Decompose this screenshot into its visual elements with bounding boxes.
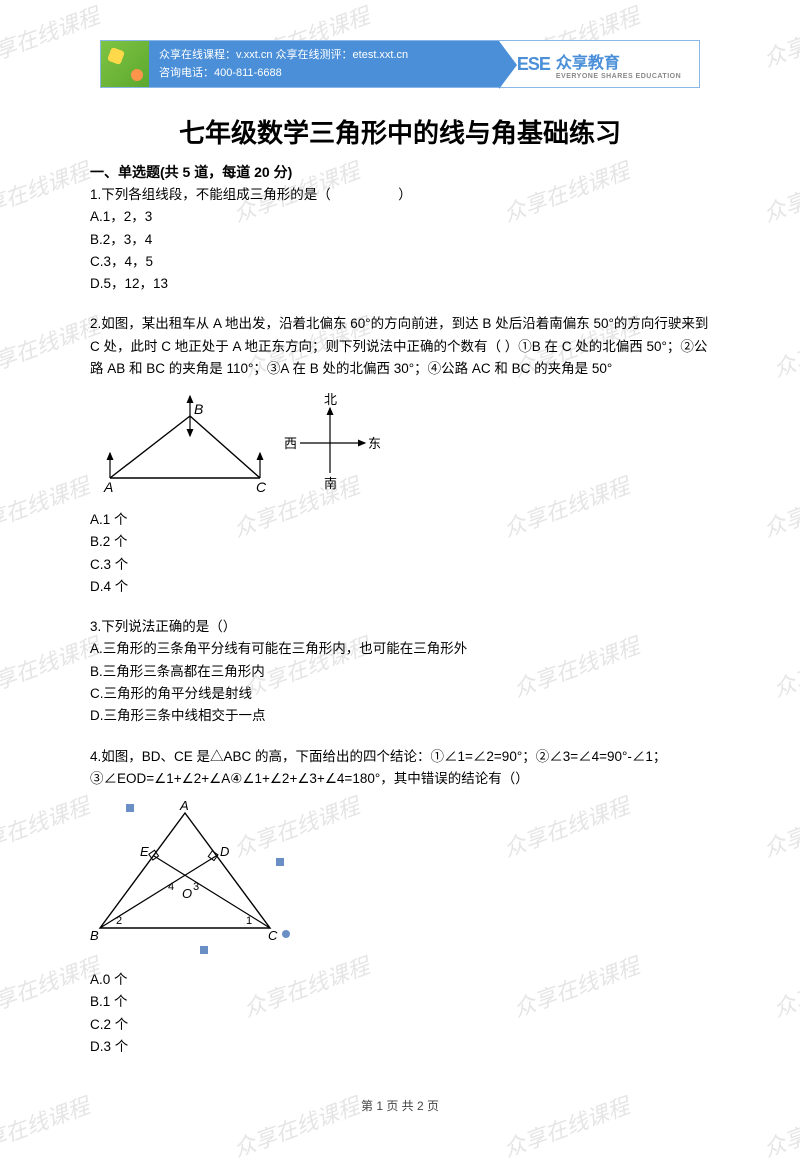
q4-opt-c: C.2 个	[90, 1014, 710, 1036]
q1-stem: 1.下列各组线段，不能组成三角形的是（ ）	[90, 184, 710, 206]
q1-opt-b: B.2，3，4	[90, 229, 710, 251]
svg-text:东: 东	[368, 436, 381, 451]
q3-stem: 3.下列说法正确的是（）	[90, 616, 710, 638]
banner-logo-icon	[101, 41, 149, 87]
svg-text:北: 北	[324, 392, 337, 407]
q1-opt-a: A.1，2，3	[90, 206, 710, 228]
svg-text:西: 西	[284, 436, 297, 451]
svg-text:A: A	[179, 798, 189, 813]
q1-options: A.1，2，3 B.2，3，4 C.3，4，5 D.5，12，13	[90, 206, 710, 295]
svg-text:4: 4	[168, 881, 174, 893]
ese-logo: ESE	[517, 54, 550, 74]
q4-stem: 4.如图，BD、CE 是△ABC 的高，下面给出的四个结论：①∠1=∠2=90°…	[90, 746, 710, 791]
q3-opt-c: C.三角形的角平分线是射线	[90, 683, 710, 705]
svg-text:E: E	[140, 844, 149, 859]
svg-text:2: 2	[116, 915, 122, 927]
svg-text:3: 3	[193, 881, 199, 893]
q2-options: A.1 个 B.2 个 C.3 个 D.4 个	[90, 509, 710, 598]
svg-text:C: C	[256, 479, 267, 495]
q2-diagram: A B C 北 南 东 西	[90, 388, 390, 498]
marker-icon	[282, 930, 290, 938]
banner-line2: 咨询电话：400-811-6688	[159, 65, 489, 83]
q1-opt-d: D.5，12，13	[90, 273, 710, 295]
svg-text:C: C	[268, 928, 278, 943]
marker-icon	[276, 858, 284, 866]
header-banner: 众享在线课程：v.xxt.cn 众享在线测评：etest.xxt.cn 咨询电话…	[100, 40, 700, 88]
svg-text:B: B	[194, 401, 203, 417]
svg-text:D: D	[220, 844, 229, 859]
q1-opt-c: C.3，4，5	[90, 251, 710, 273]
q2-opt-c: C.3 个	[90, 554, 710, 576]
q3-opt-d: D.三角形三条中线相交于一点	[90, 705, 710, 727]
q4-diagram: A B C D E O 1 2 3 4	[90, 798, 290, 948]
brand-name: 众享教育	[556, 49, 681, 73]
brand-sub: EVERYONE SHARES EDUCATION	[556, 73, 681, 80]
q2-opt-b: B.2 个	[90, 531, 710, 553]
svg-text:O: O	[182, 886, 192, 901]
q3-opt-b: B.三角形三条高都在三角形内	[90, 661, 710, 683]
q3-options: A.三角形的三条角平分线有可能在三角形内，也可能在三角形外 B.三角形三条高都在…	[90, 638, 710, 727]
svg-text:南: 南	[324, 476, 337, 491]
page-title: 七年级数学三角形中的线与角基础练习	[90, 113, 710, 150]
q2-opt-a: A.1 个	[90, 509, 710, 531]
banner-brand: ESE 众享教育 EVERYONE SHARES EDUCATION	[499, 41, 699, 87]
svg-text:A: A	[103, 479, 113, 495]
marker-icon	[200, 946, 208, 954]
q2-figure: A B C 北 南 东 西	[90, 388, 710, 503]
q4-opt-d: D.3 个	[90, 1036, 710, 1058]
q4-opt-b: B.1 个	[90, 991, 710, 1013]
q3-opt-a: A.三角形的三条角平分线有可能在三角形内，也可能在三角形外	[90, 638, 710, 660]
banner-info: 众享在线课程：v.xxt.cn 众享在线测评：etest.xxt.cn 咨询电话…	[149, 41, 499, 87]
section-heading: 一、单选题(共 5 道，每道 20 分)	[90, 162, 710, 182]
q4-figure: A B C D E O 1 2 3 4	[90, 798, 320, 953]
q4-opt-a: A.0 个	[90, 969, 710, 991]
worksheet-page: 众享在线课程：v.xxt.cn 众享在线测评：etest.xxt.cn 咨询电话…	[0, 0, 800, 1106]
q2-opt-d: D.4 个	[90, 576, 710, 598]
svg-text:B: B	[90, 928, 99, 943]
page-number: 第 1 页 共 2 页	[0, 1097, 800, 1114]
svg-text:1: 1	[246, 915, 252, 927]
banner-line1: 众享在线课程：v.xxt.cn 众享在线测评：etest.xxt.cn	[159, 47, 489, 65]
q2-stem: 2.如图，某出租车从 A 地出发，沿着北偏东 60°的方向前进，到达 B 处后沿…	[90, 313, 710, 380]
q4-options: A.0 个 B.1 个 C.2 个 D.3 个	[90, 969, 710, 1058]
marker-icon	[126, 804, 134, 812]
